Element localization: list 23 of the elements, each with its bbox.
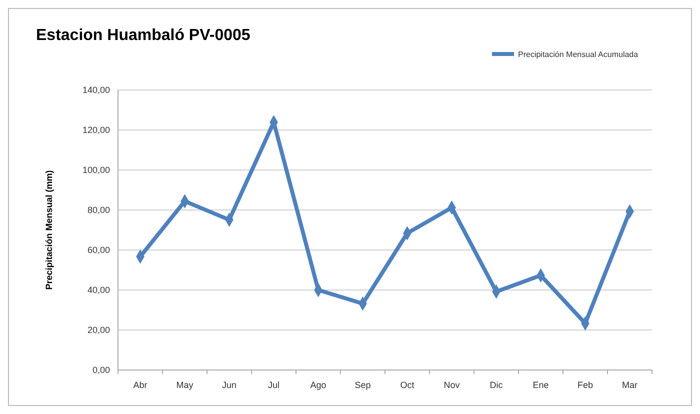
x-tick-label: Mar <box>622 380 638 390</box>
y-tick-label: 100,00 <box>82 165 110 175</box>
y-tick-label: 140,00 <box>82 85 110 95</box>
y-axis-title: Precipitación Mensual (mm) <box>44 170 54 290</box>
x-tick-label: May <box>176 380 194 390</box>
x-tick-label: Ene <box>532 380 549 390</box>
x-tick-label: Oct <box>400 380 415 390</box>
x-tick-label: Nov <box>444 380 460 390</box>
x-tick-label: Ago <box>310 380 326 390</box>
chart-title: Estacion Huambaló PV-0005 <box>36 27 250 44</box>
x-tick-label: Jul <box>268 380 280 390</box>
x-tick-label: Dic <box>490 380 504 390</box>
y-tick-label: 0,00 <box>92 365 110 375</box>
y-tick-label: 40,00 <box>87 285 110 295</box>
x-tick-label: Abr <box>133 380 148 390</box>
y-tick-label: 20,00 <box>87 325 110 335</box>
legend-label: Precipitación Mensual Acumulada <box>518 50 639 59</box>
x-tick-label: Sep <box>354 380 371 390</box>
x-tick-label: Jun <box>222 380 237 390</box>
y-tick-label: 120,00 <box>82 125 110 135</box>
x-tick-label: Feb <box>577 380 594 390</box>
y-tick-label: 60,00 <box>87 245 110 255</box>
y-tick-label: 80,00 <box>87 205 110 215</box>
